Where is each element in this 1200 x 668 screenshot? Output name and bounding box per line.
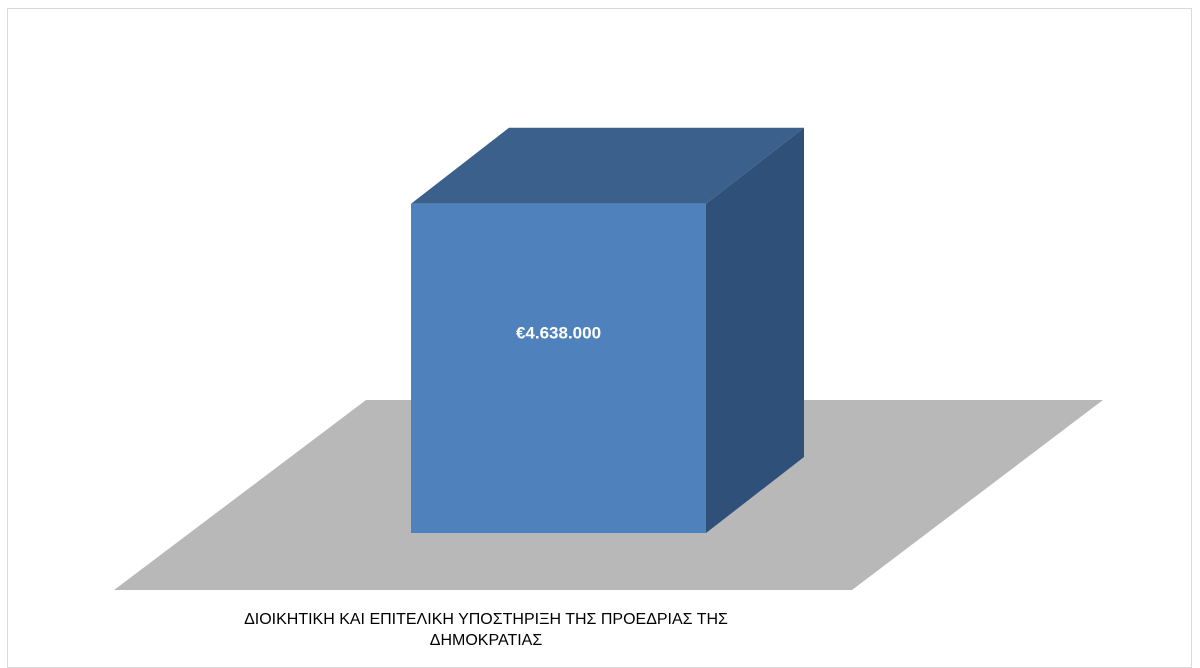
- bar-side-face: [706, 127, 804, 534]
- category-tick-label: ΔΙΟΙΚΗΤΙΚΗ ΚΑΙ ΕΠΙΤΕΛΙΚΗ ΥΠΟΣΤΗΡΙΞΗ ΤΗΣ …: [244, 611, 728, 628]
- bar-top-face: [411, 127, 804, 204]
- category-tick-label: ΔΗΜΟΚΡΑΤΙΑΣ: [430, 632, 543, 649]
- bar: [411, 203, 706, 533]
- bar-data-label: €4.638.000: [516, 324, 601, 343]
